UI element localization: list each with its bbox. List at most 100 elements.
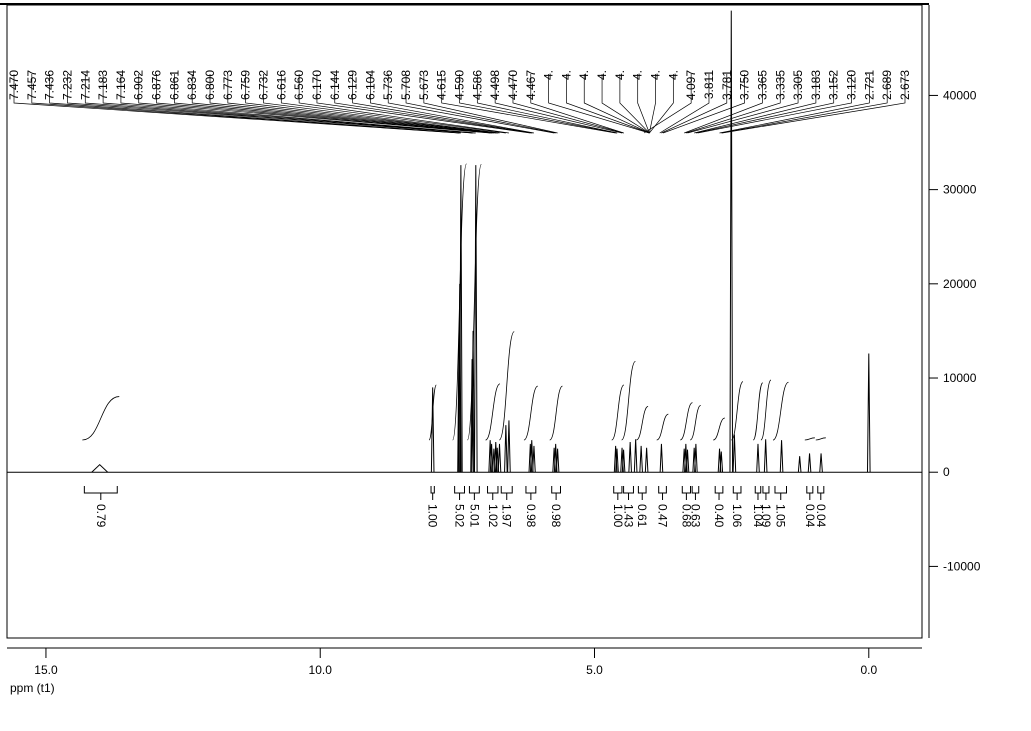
integral-bracket (681, 486, 692, 500)
integral-bracket (732, 486, 742, 500)
integral-label: 1.05 (774, 504, 788, 528)
peak-connector (643, 74, 692, 134)
peak-connector (263, 74, 500, 134)
integral-label: 1.97 (500, 504, 514, 528)
integral-curve (523, 385, 539, 441)
peak-connector (649, 74, 674, 134)
y-tick-label: 0 (943, 465, 950, 479)
integral-curve (428, 384, 437, 441)
peak-connector (583, 74, 650, 134)
peak-connector (245, 74, 499, 134)
peak-connector (334, 74, 532, 134)
integral-label: 0.63 (688, 504, 702, 528)
integral-label: 0.79 (94, 504, 108, 528)
peak-connector (684, 74, 763, 134)
peak-connector (695, 74, 835, 134)
peak (763, 439, 768, 473)
integral-curve (772, 381, 789, 441)
peak-connector (685, 74, 781, 134)
peak (719, 451, 724, 473)
peak-connector (661, 74, 728, 134)
peak (497, 443, 502, 473)
peak (507, 420, 511, 473)
integral-bracket (454, 486, 465, 500)
peak-connector (601, 74, 650, 134)
peak-connector (662, 74, 745, 134)
peak-connector (697, 74, 852, 134)
peak (459, 165, 463, 473)
integral-label: 1.04 (751, 504, 765, 528)
peak (807, 453, 812, 473)
peak-connector (138, 74, 491, 134)
peak (474, 165, 478, 473)
peak (532, 445, 536, 473)
peak-connector (49, 74, 461, 134)
integral-label: 0.61 (635, 504, 649, 528)
peak (504, 425, 508, 473)
peak-connector (719, 74, 870, 134)
peak (470, 359, 474, 473)
integral-bracket (762, 486, 770, 500)
y-tick-label: 30000 (943, 183, 977, 197)
peak (430, 387, 435, 473)
peak-connector (102, 74, 475, 134)
x-tick-label: 5.0 (586, 663, 603, 677)
x-axis-label: ppm (t1) (10, 681, 55, 695)
peak-connector (316, 74, 531, 134)
peak-connector (530, 74, 624, 134)
y-tick-label: 10000 (943, 371, 977, 385)
integral-bracket (817, 486, 825, 500)
peak-connector (687, 74, 799, 134)
peak (489, 443, 494, 473)
integral-bracket (714, 486, 724, 500)
peak-connector (120, 74, 476, 134)
peak-connector (659, 74, 710, 134)
integral-bracket (658, 486, 667, 500)
peak-connector (280, 74, 506, 134)
peak (694, 443, 698, 473)
peak-connector (405, 74, 556, 134)
integral-curve (467, 164, 482, 441)
y-tick-label: 40000 (943, 88, 977, 102)
integral-curve (752, 382, 764, 441)
peak-connector (209, 74, 496, 134)
integral-bracket (691, 486, 700, 500)
peak-connector (566, 74, 650, 134)
integral-bracket (637, 486, 647, 500)
integral-bracket (525, 486, 537, 500)
peak (756, 443, 760, 473)
peak-connector (619, 74, 650, 134)
peak-connector (694, 74, 817, 134)
integral-label: 0.98 (549, 504, 563, 528)
peak (866, 353, 871, 473)
peak-connector (352, 74, 533, 134)
integral-bracket (430, 486, 435, 500)
peak-connector (387, 74, 555, 134)
integral-curve (452, 163, 467, 441)
integral-curve (636, 406, 649, 441)
integral-bracket (774, 486, 788, 500)
peak-connector (370, 74, 535, 134)
peak (639, 445, 643, 473)
integral-curve (621, 360, 636, 441)
peak (819, 453, 823, 473)
peak-connector (67, 74, 473, 134)
peak (555, 448, 560, 473)
integral-label: 1.00 (426, 504, 440, 528)
integral-curve (679, 402, 693, 441)
integral-curve (689, 404, 702, 441)
peak-connector (174, 74, 493, 134)
integral-curve (498, 331, 515, 441)
integral-curve (611, 384, 625, 441)
integral-bracket (613, 486, 623, 500)
peak-connector (441, 74, 616, 134)
peak-connector (423, 74, 558, 134)
integral-bracket (623, 486, 634, 500)
x-tick-label: 15.0 (34, 663, 58, 677)
integral-label: 1.09 (759, 504, 773, 528)
peak-connector (459, 74, 618, 134)
integral-bracket (806, 486, 814, 500)
peak-connector (722, 74, 906, 134)
y-tick-label: -10000 (943, 559, 981, 573)
integral-label: 0.47 (656, 504, 670, 528)
